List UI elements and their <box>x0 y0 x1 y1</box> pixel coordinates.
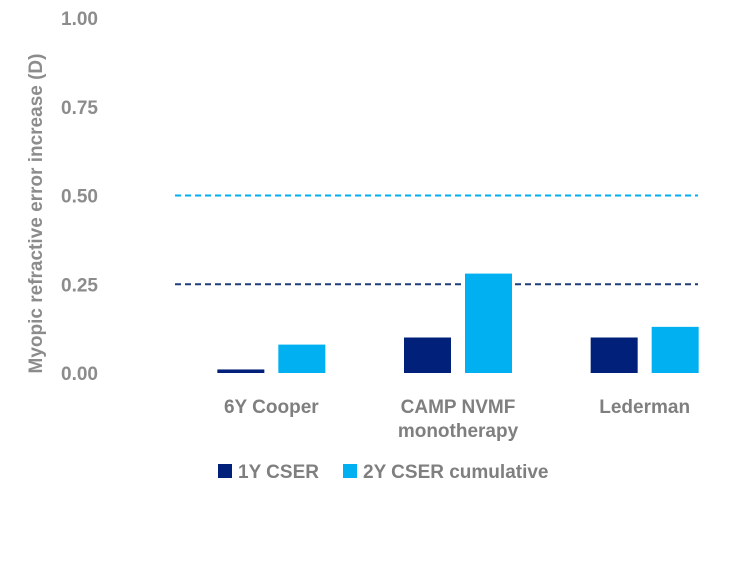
category-label: 6Y Cooper <box>224 397 319 418</box>
bar-1y-cser-2 <box>590 337 638 373</box>
legend-label: 2Y CSER cumulative <box>363 462 549 483</box>
y-tick-labels: 0.00 0.25 0.50 0.75 1.00 <box>61 9 98 385</box>
bar-2y-cser-cumulative-2 <box>651 326 699 373</box>
category-labels: 6Y Cooper CAMP NVMF monotherapy Lederman <box>224 397 690 442</box>
category-label: CAMP NVMF <box>401 397 516 418</box>
legend-swatch-2y-cser-cumulative <box>343 464 357 478</box>
bar-1y-cser-0 <box>217 369 265 373</box>
y-tick-label: 0.75 <box>61 98 98 119</box>
bar-2y-cser-cumulative-1 <box>465 273 512 373</box>
bars <box>217 273 699 373</box>
category-label: monotherapy <box>398 421 519 442</box>
reference-lines <box>175 194 698 286</box>
category-label: Lederman <box>599 397 690 418</box>
y-tick-label: 0.50 <box>61 187 98 208</box>
y-axis-title: Myopic refractive error increase (D) <box>26 54 47 374</box>
y-tick-label: 0.25 <box>61 275 98 296</box>
legend: 1Y CSER 2Y CSER cumulative <box>218 462 549 483</box>
legend-swatch-1y-cser <box>218 464 232 478</box>
legend-label: 1Y CSER <box>238 462 319 483</box>
bar-1y-cser-1 <box>404 337 451 373</box>
y-tick-label: 0.00 <box>61 364 98 385</box>
bar-2y-cser-cumulative-0 <box>278 344 326 373</box>
y-axis-title-group: Myopic refractive error increase (D) <box>26 54 47 374</box>
y-tick-label: 1.00 <box>61 9 98 30</box>
